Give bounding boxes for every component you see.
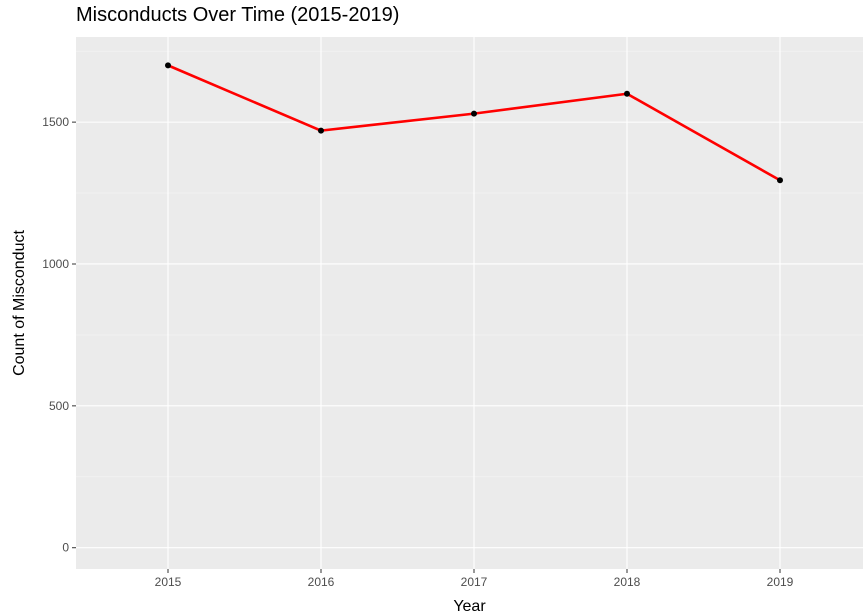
plot-panel <box>76 37 863 569</box>
data-point <box>318 127 324 134</box>
y-tick-label: 1000 <box>42 257 69 271</box>
x-tick-label: 2015 <box>155 575 182 589</box>
x-axis-ticks: 2015 2016 2017 2018 2019 <box>155 569 794 589</box>
x-tick-label: 2016 <box>308 575 335 589</box>
data-point <box>471 110 477 117</box>
series-group <box>165 62 783 184</box>
data-point <box>165 62 171 69</box>
grid-lines <box>76 37 863 569</box>
data-point <box>777 177 783 184</box>
x-tick-label: 2017 <box>461 575 488 589</box>
y-axis-title: Count of Misconduct <box>11 230 28 376</box>
data-point <box>624 90 630 97</box>
x-tick-label: 2019 <box>767 575 794 589</box>
x-tick-label: 2018 <box>614 575 641 589</box>
y-tick-label: 500 <box>49 399 69 413</box>
y-tick-label: 0 <box>62 541 69 555</box>
chart-title: Misconducts Over Time (2015-2019) <box>76 4 400 26</box>
y-tick-label: 1500 <box>42 115 69 129</box>
x-axis-title: Year <box>453 598 486 615</box>
y-axis-ticks: 0 500 1000 1500 <box>42 115 76 555</box>
